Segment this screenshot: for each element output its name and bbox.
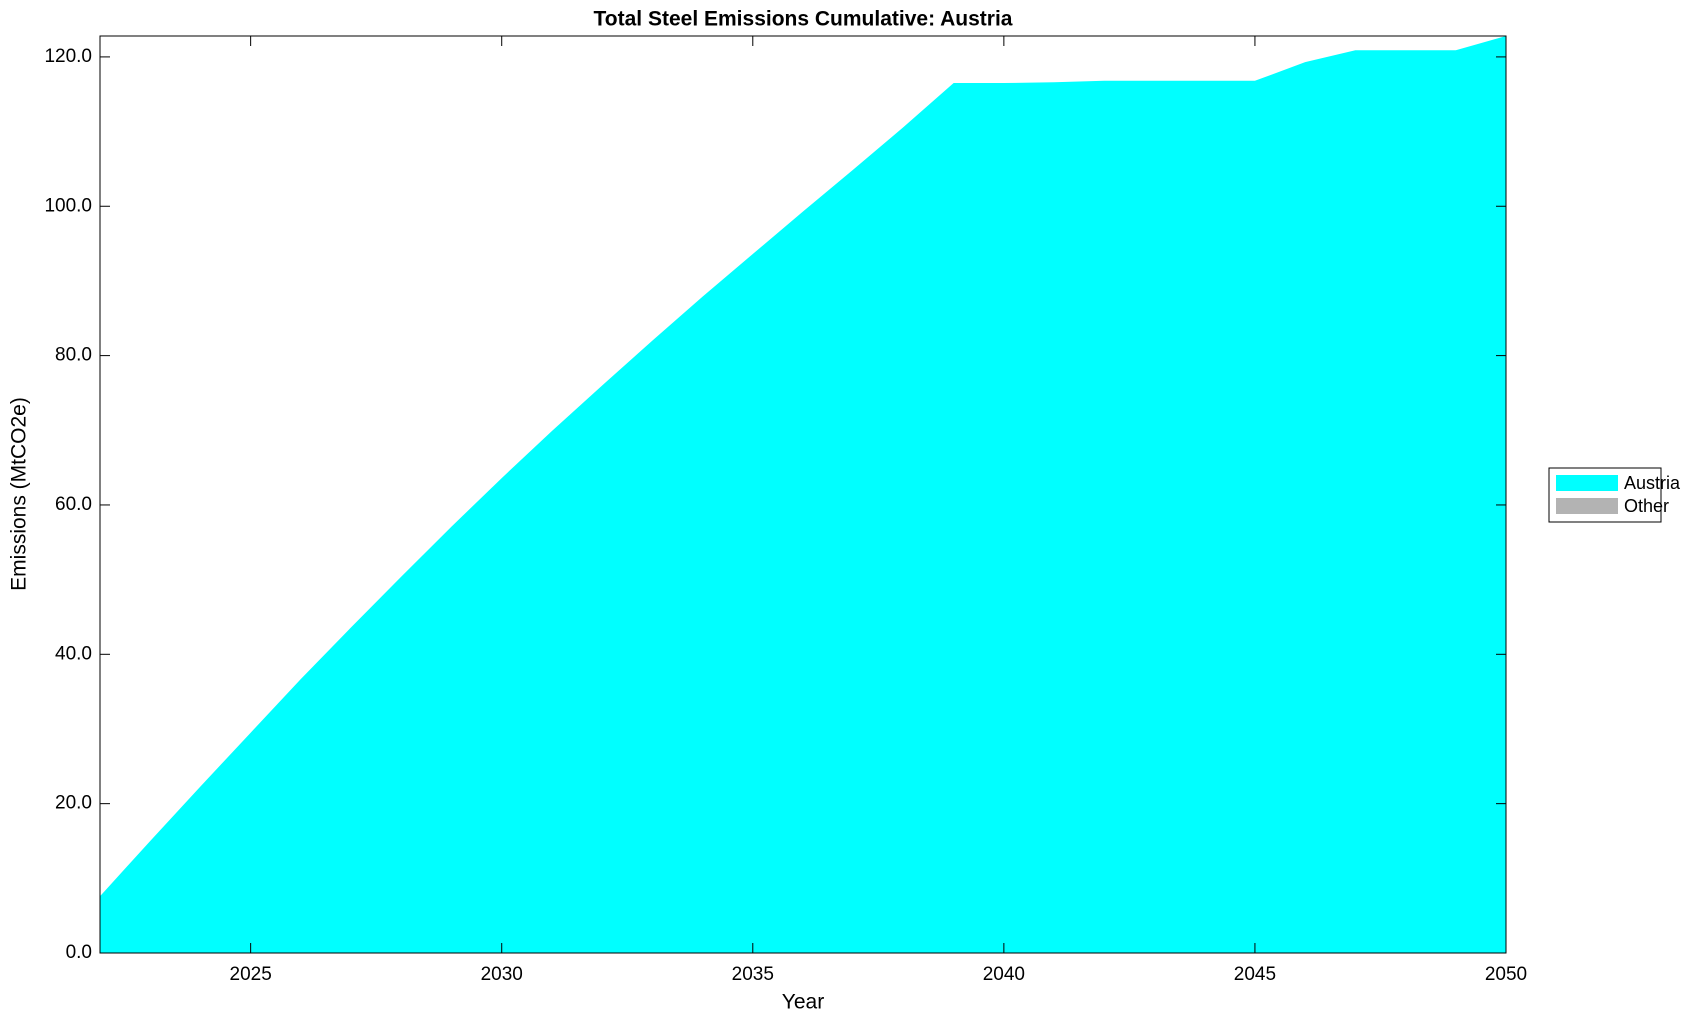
x-tick-label: 2040 bbox=[983, 964, 1025, 985]
chart-title: Total Steel Emissions Cumulative: Austri… bbox=[594, 8, 1013, 31]
y-tick-label: 80.0 bbox=[55, 345, 92, 366]
legend-label: Austria bbox=[1624, 473, 1681, 493]
y-tick-label: 100.0 bbox=[44, 195, 92, 216]
y-tick-label: 40.0 bbox=[55, 643, 92, 664]
y-tick-label: 0.0 bbox=[66, 942, 92, 963]
x-tick-label: 2035 bbox=[732, 964, 774, 985]
plot-frame bbox=[99, 35, 1507, 954]
x-tick-label: 2050 bbox=[1485, 964, 1527, 985]
area bbox=[100, 36, 1506, 953]
y-tick-label: 20.0 bbox=[55, 793, 92, 814]
x-tick-label: 2045 bbox=[1234, 964, 1276, 985]
y-axis-label: Emissions (MtCO2e) bbox=[8, 397, 31, 591]
legend-label: Other bbox=[1624, 496, 1669, 516]
y-tick-label: 60.0 bbox=[55, 494, 92, 515]
x-tick-label: 2030 bbox=[481, 964, 523, 985]
x-tick-label: 2025 bbox=[230, 964, 272, 985]
legend-swatch bbox=[1556, 475, 1618, 491]
legend-swatch bbox=[1556, 498, 1618, 514]
x-axis-label: Year bbox=[782, 991, 824, 1014]
y-tick-label: 120.0 bbox=[44, 46, 92, 67]
